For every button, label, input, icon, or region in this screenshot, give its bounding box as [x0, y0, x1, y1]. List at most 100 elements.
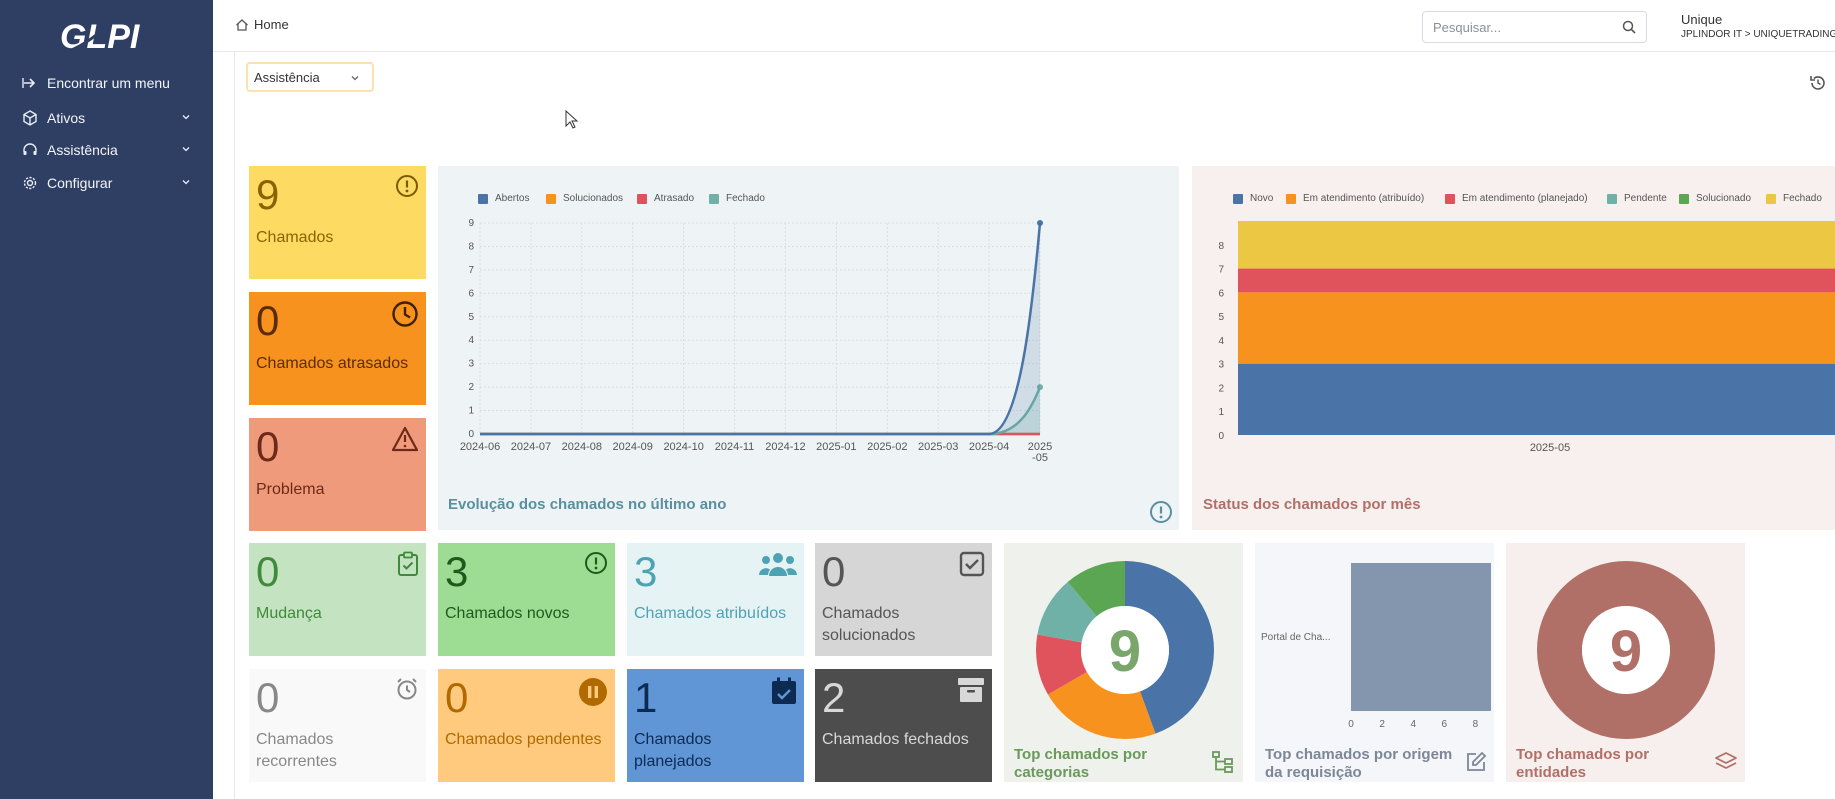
- legend-item[interactable]: Atrasado: [637, 193, 694, 204]
- legend-item[interactable]: Fechado: [1766, 193, 1822, 204]
- legend-item[interactable]: Abertos: [478, 193, 529, 204]
- card-chamados-solucionados[interactable]: 0 Chamados solucionados: [815, 543, 992, 656]
- x-tick-label: 2025-04: [969, 441, 1009, 453]
- chart-status[interactable]: Novo Em atendimento (atribuído) Em atend…: [1192, 166, 1835, 530]
- legend-item[interactable]: Em atendimento (atribuído): [1286, 193, 1424, 204]
- legend-item[interactable]: Fechado: [709, 193, 765, 204]
- x-tick-label: 6: [1442, 719, 1448, 730]
- search-icon[interactable]: [1622, 20, 1636, 34]
- calendar-check-icon: [772, 677, 796, 704]
- legend-label: Atrasado: [654, 193, 695, 204]
- card-chamados-recorrentes[interactable]: 0 Chamados recorrentes: [249, 669, 426, 782]
- chart-entidades[interactable]: 9 Top chamados por entidades: [1506, 543, 1745, 782]
- chart-categorias[interactable]: 9 Top chamados por categorias: [1004, 543, 1243, 782]
- check-square-icon: [959, 551, 985, 577]
- horizontal-bar-chart-svg: Portal de Cha... 0 2 4 6 8: [1261, 563, 1491, 730]
- clipboard-check-icon: [398, 551, 418, 576]
- x-tick-label: 2024-11: [715, 441, 755, 453]
- card-chamados-atribuidos[interactable]: 3 Chamados atribuídos: [627, 543, 804, 656]
- user-name[interactable]: Unique: [1681, 12, 1723, 27]
- y-tick-label: 7: [468, 265, 474, 276]
- y-tick-label: 4: [1218, 336, 1224, 347]
- sidebar-item-ativos[interactable]: Ativos: [0, 103, 213, 133]
- x-tick-label: 2024-07: [511, 441, 551, 453]
- y-tick-label: Portal de Cha...: [1261, 632, 1330, 643]
- x-tick-label: 2: [1379, 719, 1385, 730]
- card-chamados-pendentes[interactable]: 0 Chamados pendentes: [438, 669, 615, 782]
- legend-swatch: [637, 193, 647, 204]
- card-label: Mudança: [256, 605, 322, 622]
- chevron-down-icon: [182, 147, 190, 152]
- y-tick-label: 6: [1218, 288, 1224, 299]
- y-tick-label: 9: [468, 218, 474, 229]
- donut-hole: [1582, 606, 1670, 694]
- chart-title: Top chamados por categorias: [1014, 746, 1148, 781]
- arrow-right-icon: [22, 78, 36, 88]
- alarm-clock-icon: [397, 678, 417, 700]
- y-tick-label: 1: [468, 406, 474, 417]
- legend-label: Fechado: [1783, 193, 1822, 204]
- card-label: Chamados novos: [445, 605, 570, 622]
- sidebar: GLPI Encontrar um menu Ativos Assistênci…: [0, 0, 213, 799]
- legend-label: Em atendimento (planejado): [1462, 193, 1588, 204]
- history-icon[interactable]: [1809, 74, 1827, 92]
- legend-item[interactable]: Pendente: [1607, 193, 1667, 204]
- chart-evolucao[interactable]: Abertos Solucionados Atrasado Fechado 0 1…: [438, 166, 1179, 530]
- chart-origem[interactable]: Portal de Cha... 0 2 4 6 8 Top chamados por o…: [1255, 543, 1494, 782]
- card-problema[interactable]: 0 Problema: [249, 418, 426, 531]
- exclamation-circle-icon: [396, 175, 418, 197]
- sidebar-item-assistencia[interactable]: Assistência: [0, 135, 213, 165]
- search-input[interactable]: [1423, 12, 1603, 42]
- bar: [1351, 563, 1491, 711]
- breadcrumb-home: Home: [254, 17, 289, 32]
- pie-slice: [1037, 581, 1097, 643]
- headset-icon: [23, 143, 37, 155]
- card-chamados-planejados[interactable]: 1 Chamados planejados: [627, 669, 804, 782]
- tree-structure-icon: [1212, 751, 1233, 773]
- legend-swatch: [1679, 193, 1689, 204]
- donut-center-label: 9: [1610, 619, 1642, 684]
- breadcrumb[interactable]: Home: [235, 17, 289, 32]
- card-chamados-novos[interactable]: 3 Chamados novos: [438, 543, 615, 656]
- card-mudanca[interactable]: 0 Mudança: [249, 543, 426, 656]
- legend-item[interactable]: Solucionado: [1679, 193, 1751, 204]
- legend-label: Fechado: [726, 193, 765, 204]
- legend-label: Solucionados: [563, 193, 624, 204]
- card-label: Chamados fechados: [822, 731, 969, 748]
- glpi-logo[interactable]: GLPI: [58, 14, 158, 60]
- series-line: [480, 222, 1042, 436]
- x-tick-label: 4: [1410, 719, 1416, 730]
- card-label: Chamados planejados: [634, 731, 712, 771]
- box-icon: [23, 110, 37, 126]
- card-value: 0: [256, 423, 280, 470]
- card-value: 1: [634, 674, 658, 721]
- legend-item[interactable]: Em atendimento (planejado): [1445, 193, 1588, 204]
- card-chamados[interactable]: 9 Chamados: [249, 166, 426, 279]
- donut-center-label: 9: [1109, 619, 1141, 684]
- user-entity[interactable]: JPLINDOR IT > UNIQUETRADING: [1681, 29, 1835, 40]
- card-value: 0: [256, 674, 280, 721]
- search-box[interactable]: [1422, 11, 1647, 43]
- y-tick-label: 6: [468, 288, 474, 299]
- gear-icon: [23, 176, 37, 190]
- legend-swatch: [1233, 193, 1243, 204]
- chevron-down-icon: [182, 180, 190, 185]
- legend-swatch: [546, 193, 556, 204]
- chart-title: Top chamados por origem da requisição: [1265, 746, 1453, 781]
- sidebar-item-configurar[interactable]: Configurar: [0, 168, 213, 198]
- y-tick-label: 4: [468, 335, 474, 346]
- card-chamados-fechados[interactable]: 2 Chamados fechados: [815, 669, 992, 782]
- dashboard-select[interactable]: Assistência: [246, 62, 374, 92]
- legend-item[interactable]: Novo: [1233, 193, 1273, 204]
- sidebar-item-find-menu[interactable]: Encontrar um menu: [0, 68, 213, 98]
- y-tick-label: 0: [1218, 431, 1224, 442]
- legend-item[interactable]: Solucionados: [546, 193, 623, 204]
- y-tick-label: 2: [468, 382, 474, 393]
- dashboard-select-value: Assistência: [254, 69, 320, 85]
- card-value: 9: [256, 171, 280, 218]
- x-tick-label: 2024-10: [663, 441, 703, 453]
- card-chamados-atrasados[interactable]: 0 Chamados atrasados: [249, 292, 426, 405]
- y-tick-label: 8: [1218, 241, 1224, 252]
- legend-swatch: [1607, 193, 1617, 204]
- pencil-edit-icon: [1467, 751, 1487, 771]
